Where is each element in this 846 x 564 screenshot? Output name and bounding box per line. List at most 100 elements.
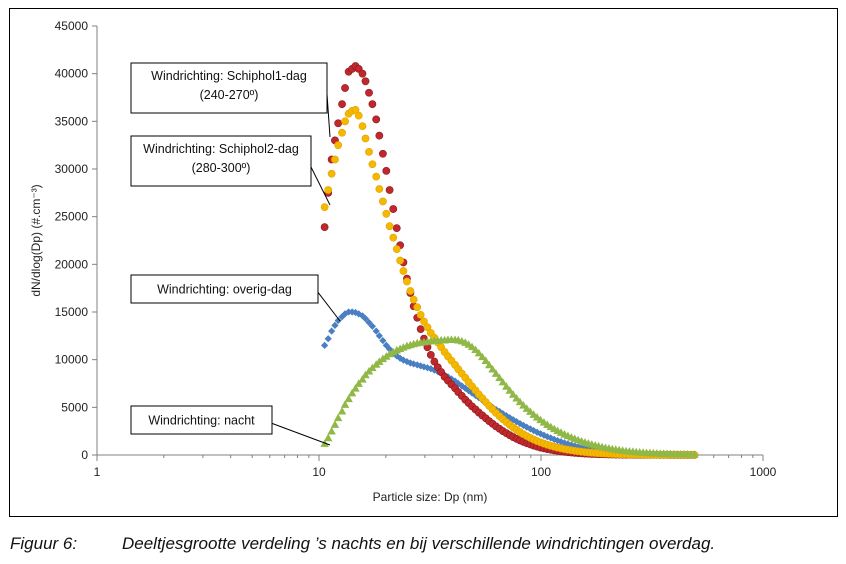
caption-number: Figuur 6: [10,534,78,553]
x-tick-label: 100 [531,465,551,479]
callout-label: (280-300º) [192,161,251,175]
data-point [389,233,398,242]
y-tick-label: 10000 [55,353,89,367]
data-point [361,315,370,323]
data-point [341,117,349,126]
y-tick-label: 30000 [55,162,89,176]
data-point [354,379,363,387]
data-point [382,341,390,349]
data-point [567,441,575,449]
data-point [509,416,517,424]
particle-size-chart: 0 5000 10000 15000 20000 25000 30000 35000 40000… [29,19,777,504]
x-tick-label: 10 [312,465,326,479]
data-point [327,169,336,178]
data-point [323,433,333,442]
data-point [508,390,518,398]
data-point [361,370,370,379]
callout-box [130,135,312,187]
data-point [368,322,377,330]
callout-box [130,274,319,304]
data-point [368,100,377,109]
data-point [491,369,501,377]
data-point [368,160,377,169]
callout-label: Windrichting: Schiphol1-dag [151,69,307,83]
callout-leader-line [317,292,341,322]
data-point [334,141,343,150]
data-point [523,423,531,431]
data-point [341,310,349,318]
data-point [416,325,425,334]
callout-label: Windrichting: nacht [148,414,255,428]
y-tick-label: 20000 [55,257,89,271]
data-point [430,357,439,366]
data-point [333,413,343,422]
data-point [372,115,381,124]
data-point [375,131,384,140]
data-point [338,128,346,137]
data-point [330,420,340,428]
data-point [355,310,363,318]
data-point [392,245,401,253]
data-point [372,172,381,181]
data-point [515,397,525,406]
data-point [392,224,401,233]
series-1-circle-markers [320,105,699,459]
data-point [365,147,373,156]
data-point [420,317,428,326]
data-point [331,155,339,164]
data-point [327,426,336,435]
x-tick-label: 1 [94,465,101,479]
data-point [690,450,699,458]
data-point [334,316,342,325]
data-point [358,312,367,320]
data-point [495,373,504,382]
data-point [519,421,527,429]
data-point [372,327,380,335]
data-point [403,277,411,286]
y-tick-label: 25000 [55,210,89,224]
callout-label: Windrichting: Schiphol2-dag [143,142,299,156]
data-point [340,400,350,408]
data-point [365,88,373,97]
data-point [385,186,394,194]
series-0-circle-markers [320,62,699,459]
y-tick-label: 45000 [55,19,89,33]
y-tick-label: 5000 [61,400,88,414]
data-point [478,352,487,361]
callout-label: Windrichting: overig-dag [157,283,292,297]
data-point [557,438,565,446]
data-point [334,119,343,128]
annotation-callout: Windrichting: Schiphol1-dag (240-270º) [130,62,331,138]
data-point [379,337,387,345]
callout-box [130,62,328,114]
data-point [347,388,357,397]
data-point [571,442,579,450]
data-point [396,354,404,362]
data-point [344,394,353,403]
data-point [320,203,329,212]
data-point [354,111,363,120]
data-point [403,357,411,366]
series-3-triangle-markers [320,335,699,458]
y-axis-label: dN/dlog(Dp) (#.cm⁻³) [29,184,43,296]
data-point [577,443,586,452]
data-point [550,435,558,443]
data-point [512,393,521,402]
figure-caption: Figuur 6: Deeltjesgrootte verdeling ’s n… [10,534,840,560]
data-point [378,197,387,206]
data-point [328,327,336,335]
data-point [516,419,524,428]
data-point [426,350,435,359]
data-point [484,360,494,369]
data-point [365,318,373,327]
data-point [416,310,425,319]
data-point [474,348,484,357]
data-point [324,186,333,194]
data-point [358,122,367,130]
callout-box [130,405,273,435]
data-point [338,100,346,109]
data-point [331,321,339,329]
y-tick-label: 35000 [55,114,89,128]
data-point [320,223,329,232]
x-axis-label: Particle size: Dp (nm) [373,490,488,504]
